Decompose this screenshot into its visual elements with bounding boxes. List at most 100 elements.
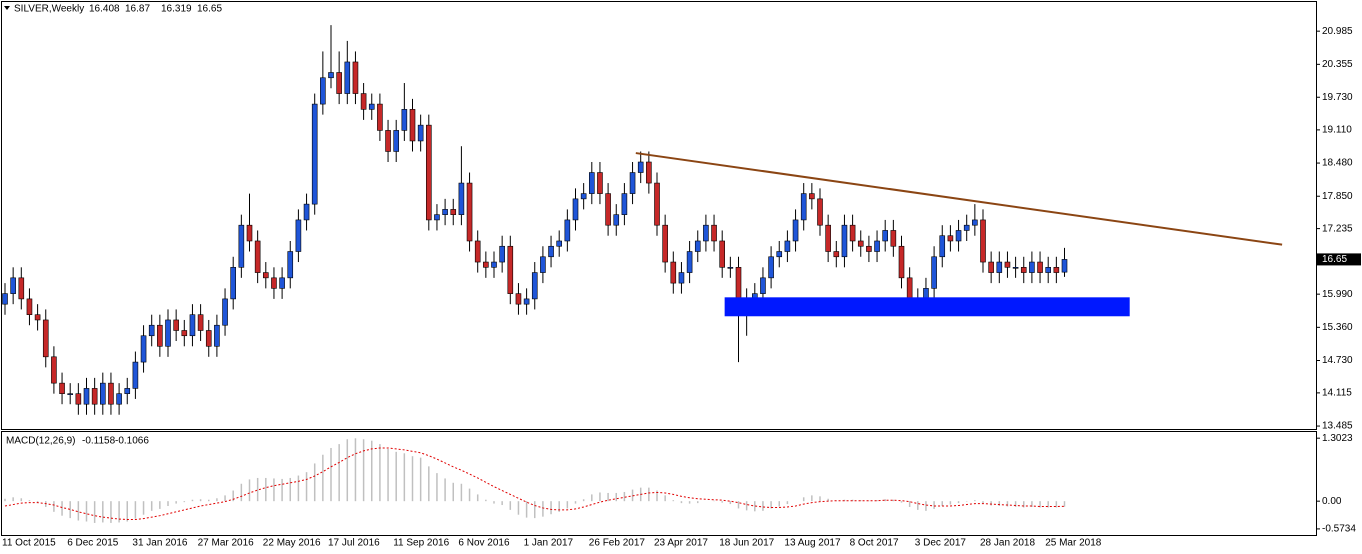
candle-body [75, 393, 82, 405]
candle-body [238, 224, 245, 268]
candle-body [205, 330, 212, 347]
y-tick-label: 15.360 [1322, 322, 1353, 333]
candle-body [678, 272, 685, 284]
candle-body [491, 261, 497, 268]
candle-body [42, 319, 49, 358]
candle-body [344, 61, 351, 94]
last-close: 16.65 [197, 4, 222, 15]
candle-body [719, 240, 726, 268]
x-tick-label: 18 Jun 2017 [719, 538, 774, 549]
candle-body [1029, 261, 1035, 273]
candle-body [792, 219, 799, 242]
candle-body [841, 224, 848, 258]
candle-body [336, 72, 342, 94]
candle-body [303, 203, 310, 221]
candle-body [360, 93, 367, 110]
candle-body [51, 356, 57, 384]
candle-body [662, 224, 668, 263]
candle-body [368, 103, 375, 110]
candle-body [507, 245, 514, 294]
candle-body [531, 272, 538, 300]
candle-body [800, 193, 807, 221]
candle-body [540, 256, 546, 273]
candle-body [515, 293, 522, 305]
candle-body [417, 124, 424, 142]
candle-body [100, 382, 106, 405]
support-zone [724, 297, 1130, 317]
candle-body [1037, 261, 1043, 273]
last-high: 16.87 [125, 4, 150, 15]
candle-body [401, 109, 408, 131]
candle-body [1045, 267, 1051, 273]
x-tick-label: 3 Dec 2017 [915, 538, 967, 549]
trend-line [635, 152, 1283, 246]
candle-body [629, 172, 636, 194]
candle-body [197, 314, 204, 331]
candle-body [768, 256, 774, 279]
candle-body [890, 230, 897, 247]
candle-body [939, 235, 946, 258]
macd-signal [4, 447, 1065, 521]
candle-body [1012, 267, 1019, 269]
candle-body [1004, 261, 1011, 268]
y-tick-label: 17.850 [1322, 191, 1353, 202]
candle-body [548, 245, 554, 258]
candle-body [214, 324, 220, 347]
candle-body [377, 103, 383, 131]
candle-body [499, 245, 505, 263]
candle-body [817, 198, 823, 226]
candle-body [320, 77, 326, 105]
candle-body [409, 109, 416, 142]
x-tick-label: 11 Oct 2015 [2, 538, 56, 549]
candle-body [996, 261, 1003, 273]
candle-body [947, 235, 954, 242]
x-tick-label: 13 Aug 2017 [784, 538, 841, 549]
candle-body [605, 193, 611, 226]
candle-body [230, 267, 236, 300]
y-tick-label: 17.235 [1322, 223, 1353, 234]
y-tick-label: 14.730 [1322, 355, 1353, 366]
candle-body [83, 388, 90, 405]
candle-body [311, 103, 318, 205]
candle-body [108, 382, 114, 405]
candle-body [556, 240, 563, 247]
candle-body [2, 293, 8, 305]
candle-body [222, 298, 228, 326]
candle-body [1020, 267, 1027, 273]
candle-body [295, 219, 302, 252]
candle-body [1061, 259, 1068, 273]
y-tick-label: 14.115 [1322, 388, 1352, 399]
x-tick-label: 27 Mar 2016 [198, 538, 255, 549]
candle-body [385, 130, 391, 152]
candle-body [271, 277, 277, 289]
y-tick-label: 19.110 [1322, 125, 1352, 136]
x-tick-label: 22 May 2016 [263, 538, 321, 549]
candle-body [279, 277, 285, 289]
candle-body [825, 224, 831, 252]
macd-main-value: -0.1158 [82, 436, 116, 447]
candle-body [572, 198, 579, 221]
candle-body [523, 298, 530, 305]
candle-body [246, 224, 253, 242]
candle-body [760, 277, 766, 294]
current-price-label: 16.65 [1322, 254, 1347, 265]
candle-body [458, 182, 465, 215]
x-tick-label: 11 Sep 2016 [393, 538, 449, 549]
candle-body [776, 251, 783, 258]
candle-body [466, 182, 473, 242]
last-open: 16.408 [89, 4, 120, 15]
candle-body [686, 251, 693, 273]
candle-body [91, 388, 98, 405]
candle-body [483, 261, 489, 268]
x-tick-label: 31 Jan 2016 [132, 538, 187, 549]
candle-body [711, 224, 717, 242]
y-tick-label: 0.00 [1322, 496, 1342, 507]
x-tick-label: 17 Jul 2016 [328, 538, 380, 549]
candle-body [165, 319, 171, 347]
candle-body [637, 161, 644, 173]
candle-body [613, 214, 620, 226]
candle-body [963, 224, 970, 231]
candle-body [450, 209, 457, 215]
x-tick-label: 28 Jan 2018 [980, 538, 1035, 549]
candle-body [10, 277, 16, 294]
